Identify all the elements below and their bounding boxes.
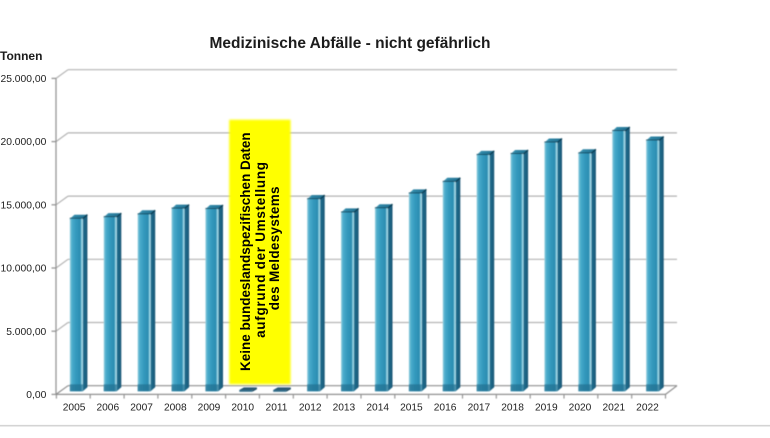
svg-text:aufgrund der Umstellung: aufgrund der Umstellung [253,161,268,338]
svg-text:2015: 2015 [400,403,423,414]
svg-text:2016: 2016 [434,403,457,414]
svg-text:2022: 2022 [636,403,659,414]
svg-text:Medizinische Abfälle - nicht g: Medizinische Abfälle - nicht gefährlich [209,35,490,52]
svg-text:5.000,00: 5.000,00 [6,327,46,338]
svg-text:2018: 2018 [501,403,524,414]
svg-text:Keine bundeslandspezifischen D: Keine bundeslandspezifischen Daten [238,132,253,371]
svg-text:25.000,00: 25.000,00 [0,74,46,85]
svg-text:2008: 2008 [164,403,187,414]
svg-text:0,00: 0,00 [26,390,46,401]
svg-text:2010: 2010 [231,403,254,414]
svg-text:2011: 2011 [266,403,288,414]
svg-text:2021: 2021 [602,403,625,414]
svg-text:2006: 2006 [96,403,119,414]
svg-text:2017: 2017 [468,403,491,414]
svg-text:10.000,00: 10.000,00 [0,264,46,275]
svg-text:2019: 2019 [535,403,558,414]
svg-text:des Meldesystems: des Meldesystems [267,186,282,310]
svg-text:2005: 2005 [63,403,86,414]
svg-text:2020: 2020 [569,403,592,414]
svg-text:15.000,00: 15.000,00 [0,200,46,211]
svg-text:2012: 2012 [299,403,322,414]
svg-text:2014: 2014 [366,403,389,414]
svg-text:2007: 2007 [130,403,153,414]
svg-text:20.000,00: 20.000,00 [0,137,46,148]
svg-text:2009: 2009 [198,403,221,414]
svg-text:2013: 2013 [333,403,356,414]
svg-text:Tonnen: Tonnen [0,49,42,63]
